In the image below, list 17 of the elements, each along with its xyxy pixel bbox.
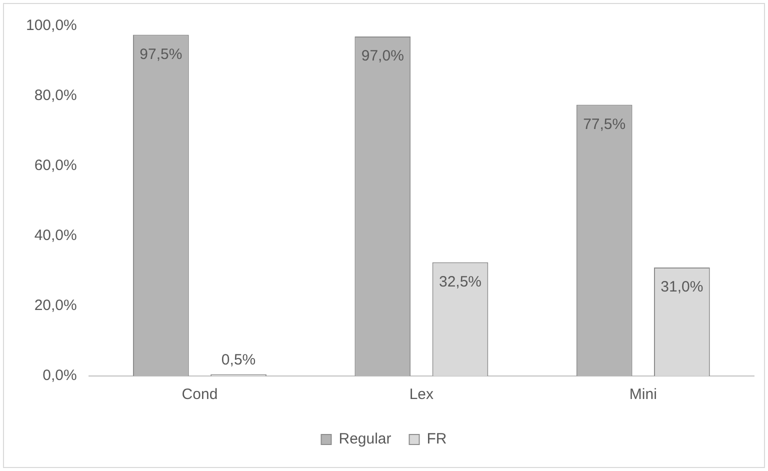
x-tick-label: Lex — [409, 386, 434, 404]
data-label: 97,0% — [361, 48, 404, 65]
data-label: 97,5% — [140, 46, 182, 63]
data-label: 32,5% — [438, 273, 482, 290]
y-tick-label: 60,0% — [34, 157, 77, 174]
legend-label: Regular — [338, 430, 392, 448]
y-tick-label: 40,0% — [34, 227, 77, 244]
data-label: 0,5% — [221, 351, 256, 368]
y-tick-label: 100,0% — [26, 17, 77, 34]
legend-label: FR — [426, 430, 447, 448]
y-tick-label: 0,0% — [42, 367, 77, 384]
x-tick-label: Cond — [182, 386, 218, 404]
data-label: 77,5% — [583, 116, 626, 133]
x-tick-label: Mini — [629, 386, 657, 404]
data-label: 31,0% — [660, 278, 704, 296]
y-tick-label: 20,0% — [34, 297, 77, 314]
y-tick-label: 80,0% — [34, 87, 77, 104]
